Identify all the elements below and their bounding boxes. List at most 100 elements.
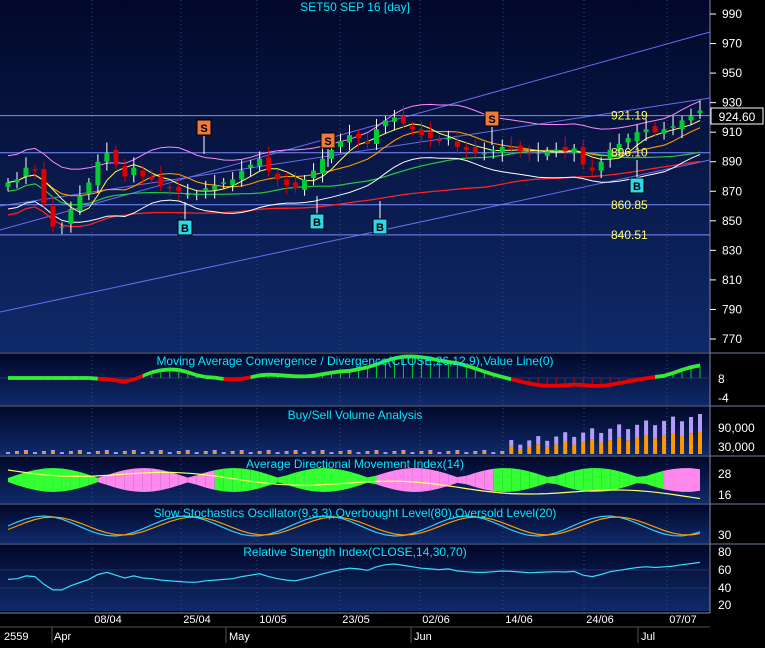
- adx-area-segment: [619, 471, 629, 489]
- volume-sell-bar: [680, 421, 685, 437]
- volume-buy-bar: [95, 452, 100, 454]
- volume-sell-bar: [536, 436, 541, 445]
- macd-band-segment: [475, 366, 485, 374]
- volume-sell-bar: [491, 452, 496, 453]
- macd-band-segment: [169, 367, 179, 372]
- candle-body: [338, 141, 344, 147]
- signal-label: B: [376, 222, 384, 234]
- volume-sell-bar: [311, 451, 316, 453]
- adx-area-segment: [394, 468, 404, 492]
- candle-body: [320, 158, 326, 174]
- macd-band-segment: [259, 372, 269, 378]
- volume-buy-bar: [41, 452, 46, 454]
- price-tick-label: 930: [722, 96, 742, 110]
- candle-body: [535, 152, 541, 154]
- buy-signal-marker: [629, 177, 645, 194]
- volume-sell-bar: [212, 450, 217, 452]
- candle-body: [59, 226, 65, 228]
- adx-area-segment: [142, 468, 152, 492]
- candle-body: [203, 188, 209, 192]
- month-label-apr: Apr: [54, 631, 71, 643]
- volume-buy-bar: [194, 452, 199, 454]
- volume-buy-bar: [185, 451, 190, 454]
- date-label: 10/05: [259, 614, 287, 626]
- volume-sell-bar: [599, 433, 604, 443]
- macd-band-segment: [493, 372, 503, 379]
- volume-sell-bar: [167, 452, 172, 453]
- macd-band-segment: [430, 356, 440, 363]
- volume-buy-bar: [626, 440, 631, 454]
- candle-body: [212, 185, 218, 190]
- adx-area-segment: [583, 468, 593, 492]
- adx-area-segment: [61, 468, 71, 492]
- volume-sell-bar: [464, 452, 469, 453]
- rsi-tick-20: 20: [718, 598, 732, 612]
- candle-body: [625, 138, 631, 143]
- candle-body: [436, 139, 442, 142]
- adx-area-segment: [16, 472, 26, 488]
- volume-sell-bar: [365, 451, 370, 453]
- volume-buy-bar: [671, 433, 676, 454]
- candle-body: [607, 149, 613, 159]
- volume-buy-bar: [122, 452, 127, 454]
- volume-sell-bar: [32, 452, 37, 453]
- volume-buy-bar: [230, 452, 235, 454]
- volume-sell-bar: [500, 451, 505, 453]
- volume-sell-bar: [509, 440, 514, 447]
- volume-buy-bar: [689, 433, 694, 454]
- candle-body: [454, 141, 460, 147]
- volume-buy-bar: [608, 440, 613, 454]
- candle-body: [580, 146, 586, 165]
- candle-body: [364, 141, 370, 144]
- volume-sell-bar: [662, 420, 667, 436]
- candle-body: [77, 195, 83, 211]
- adx-area-segment: [673, 468, 683, 492]
- volume-sell-bar: [320, 450, 325, 452]
- macd-band-segment: [313, 372, 323, 378]
- volume-buy-bar: [68, 452, 73, 454]
- macd-band-segment: [439, 358, 449, 364]
- volume-buy-bar: [257, 452, 262, 454]
- macd-band-segment: [16, 376, 26, 380]
- volume-sell-bar: [347, 450, 352, 452]
- macd-band-segment: [277, 373, 287, 378]
- macd-band-segment: [223, 377, 233, 382]
- adx-area-segment: [286, 472, 296, 488]
- price-chart-title: SET50 SEP 16 [day]: [300, 0, 410, 14]
- volume-buy-bar: [356, 452, 361, 454]
- adx-area-segment: [664, 468, 674, 492]
- moving-average-long: [7, 160, 701, 228]
- volume-sell-bar: [284, 451, 289, 453]
- volume-buy-bar: [293, 451, 298, 454]
- macd-band-segment: [412, 354, 422, 360]
- adx-area-segment: [106, 472, 116, 488]
- volume-sell-bar: [149, 451, 154, 453]
- adx-area-segment: [538, 473, 548, 487]
- volume-buy-bar: [347, 451, 352, 454]
- volume-sell-bar: [338, 451, 343, 453]
- volume-buy-bar: [455, 451, 460, 454]
- macd-band-segment: [574, 382, 584, 387]
- volume-sell-bar: [293, 450, 298, 452]
- macd-band-segment: [205, 375, 215, 380]
- date-label: 08/04: [94, 614, 122, 626]
- adx-area-segment: [169, 471, 179, 489]
- volume-sell-bar: [23, 450, 28, 452]
- candle-body: [194, 194, 200, 196]
- macd-band-segment: [547, 383, 557, 388]
- macd-band-segment: [394, 354, 404, 361]
- candle-body: [517, 145, 523, 152]
- volume-buy-bar: [77, 451, 82, 454]
- macd-band-segment: [484, 369, 494, 377]
- volume-buy-bar: [149, 452, 154, 454]
- volume-buy-bar: [401, 451, 406, 454]
- adx-area-segment: [646, 473, 656, 487]
- sell-signal-marker: [196, 119, 212, 136]
- candle-body: [616, 144, 622, 152]
- adx-area-segment: [385, 470, 395, 490]
- volume-buy-bar: [239, 451, 244, 454]
- adx-tick-16: 16: [718, 488, 732, 502]
- candle-body: [571, 148, 577, 153]
- volume-buy-bar: [176, 452, 181, 454]
- candle-body: [688, 115, 694, 121]
